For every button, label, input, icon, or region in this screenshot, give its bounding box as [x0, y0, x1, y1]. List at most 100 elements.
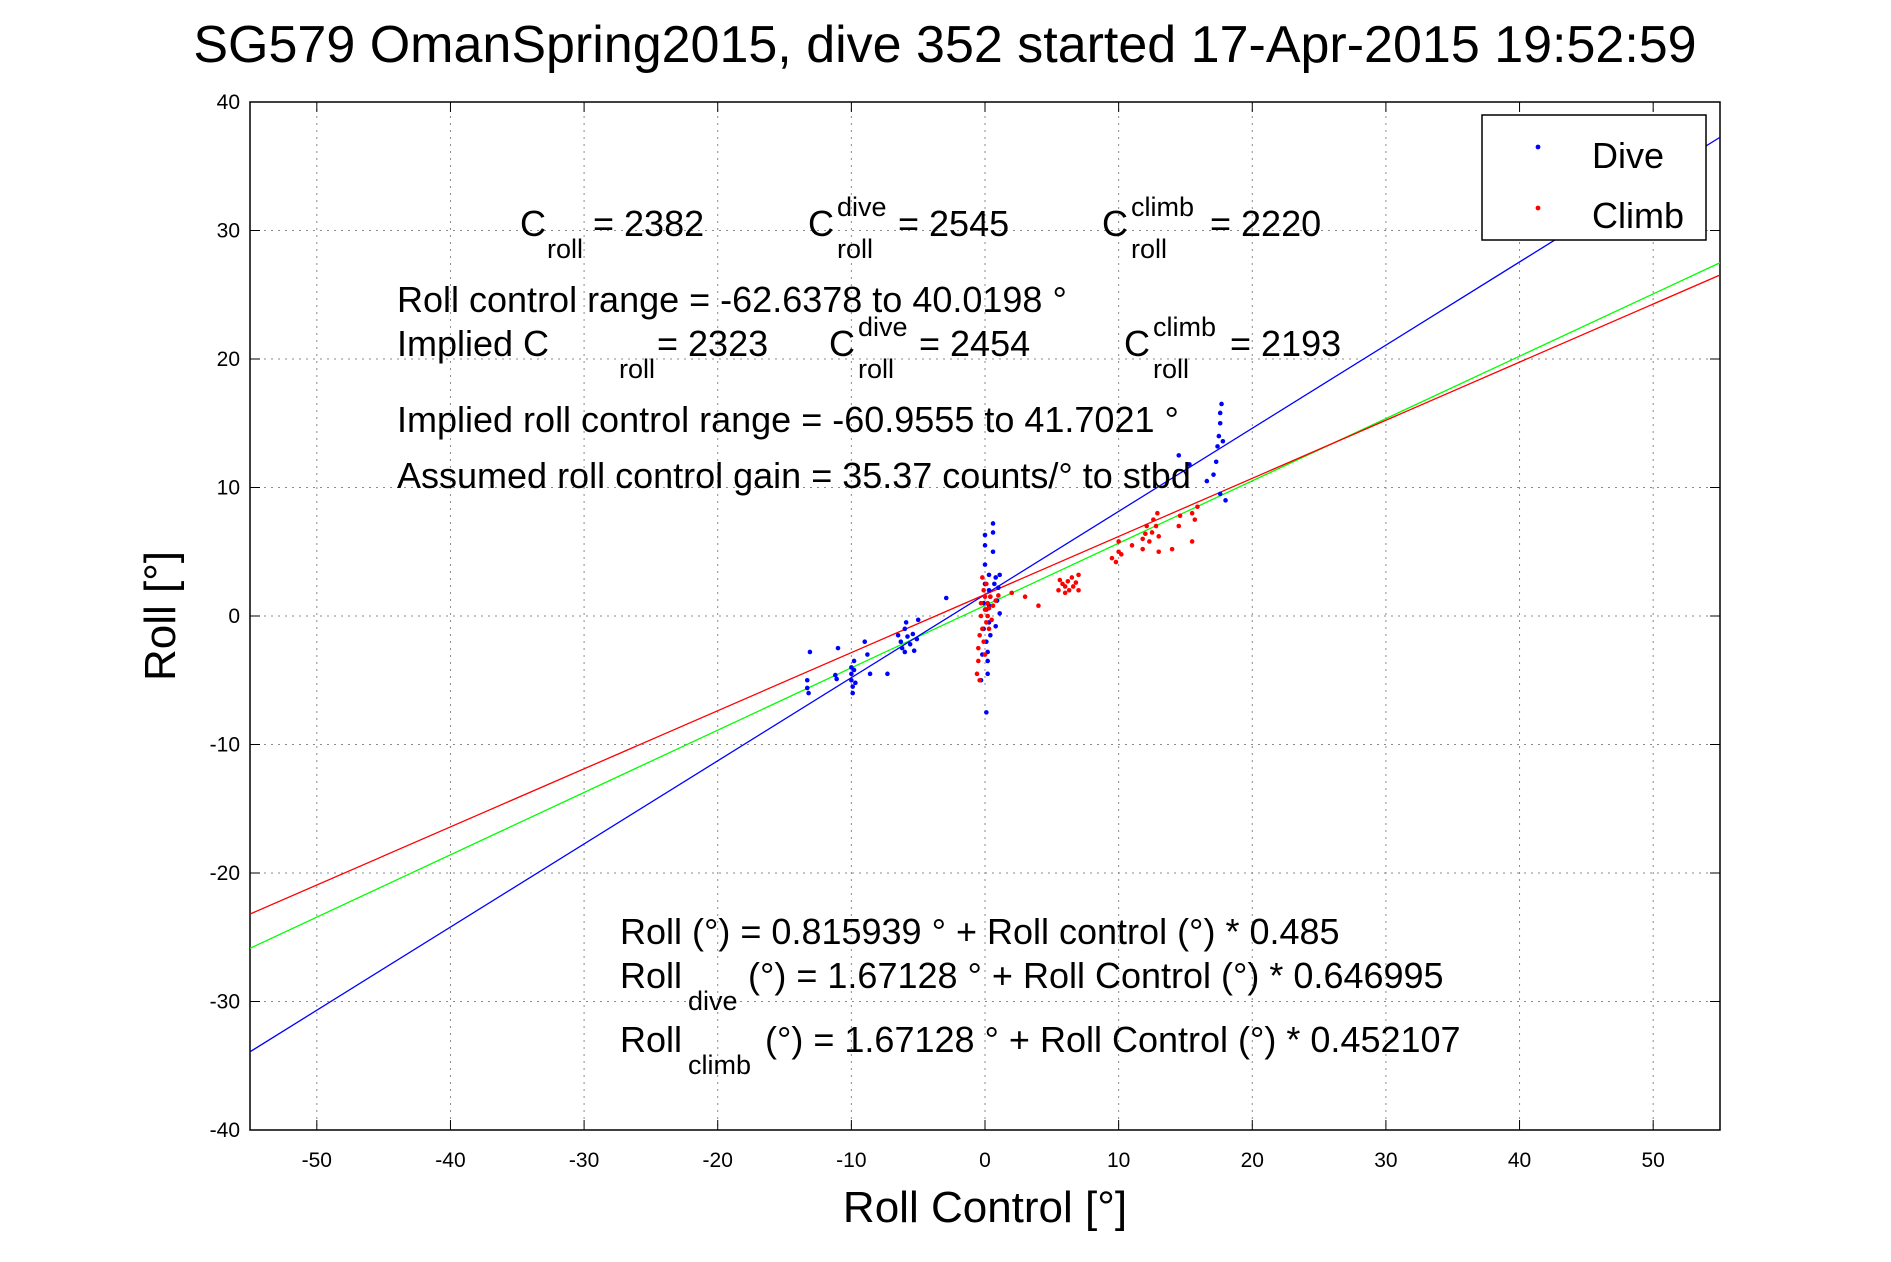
data-point-dive — [835, 645, 841, 651]
data-point-dive — [903, 620, 909, 625]
c-roll-sub: roll — [547, 234, 583, 264]
data-point-climb — [985, 613, 990, 619]
data-point-climb — [1153, 523, 1159, 529]
fit-equation-dive: Roll dive (°) = 1.67128 ° + Roll Control… — [620, 955, 1444, 1016]
data-point-climb — [1116, 539, 1121, 544]
data-point-climb — [1057, 577, 1063, 583]
data-point-dive — [1187, 462, 1192, 467]
legend-dive-marker — [1535, 144, 1541, 150]
data-point-climb — [1113, 559, 1119, 565]
c-roll-dive-base: C — [808, 203, 834, 244]
data-point-climb — [1129, 543, 1135, 548]
implied-value: = 2323 — [657, 323, 768, 364]
data-point-climb — [986, 626, 992, 632]
data-point-dive — [1217, 491, 1223, 497]
data-point-climb — [988, 594, 993, 600]
data-point-climb — [1076, 572, 1081, 578]
y-tick-label: -30 — [210, 991, 240, 1014]
data-point-climb — [980, 575, 985, 580]
data-point-climb — [996, 593, 1001, 598]
data-point-dive — [849, 671, 854, 677]
assumed-gain: Assumed roll control gain = 35.37 counts… — [397, 455, 1191, 496]
data-point-dive — [902, 649, 908, 655]
data-point-dive — [851, 667, 857, 673]
data-point-climb — [1143, 531, 1148, 537]
data-point-dive — [986, 572, 992, 578]
x-tick-label: -10 — [836, 1149, 866, 1172]
data-point-dive — [1213, 459, 1219, 465]
c-roll-climb-sub: roll — [1131, 234, 1167, 264]
data-point-dive — [914, 636, 920, 642]
y-tick-label: 30 — [217, 220, 240, 243]
data-point-dive — [850, 690, 855, 696]
data-point-dive — [993, 623, 998, 629]
data-point-climb — [978, 613, 984, 619]
c-roll-climb-value: = 2220 — [1210, 203, 1321, 244]
data-point-climb — [1119, 552, 1124, 557]
data-point-dive — [997, 572, 1002, 578]
c-roll-dive-sup: dive — [837, 192, 887, 222]
data-point-climb — [1155, 510, 1160, 516]
data-point-dive — [990, 530, 996, 535]
data-point-dive — [807, 649, 813, 655]
data-points — [804, 401, 1228, 715]
x-tick-label: 10 — [1107, 1149, 1130, 1172]
data-point-dive — [898, 639, 904, 644]
x-tick-label: -20 — [703, 1149, 733, 1172]
data-point-climb — [1189, 539, 1195, 544]
data-point-climb — [984, 620, 989, 625]
data-point-climb — [1022, 594, 1028, 600]
data-point-climb — [976, 645, 981, 651]
fit-dive-prefix: Roll — [620, 955, 682, 996]
data-point-climb — [1192, 517, 1198, 522]
data-point-dive — [905, 634, 910, 639]
fit-dive-rest: (°) = 1.67128 ° + Roll Control (°) * 0.6… — [748, 955, 1444, 996]
data-point-climb — [1189, 510, 1195, 516]
data-point-dive — [851, 658, 857, 664]
y-tick-label: -10 — [210, 734, 240, 757]
data-point-dive — [1215, 444, 1220, 449]
data-point-dive — [990, 549, 996, 555]
implied-dive-value: = 2454 — [919, 323, 1030, 364]
implied-range: Implied roll control range = -60.9555 to… — [397, 399, 1179, 440]
legend: Dive Climb — [1481, 114, 1707, 241]
y-tick-label: -40 — [210, 1119, 240, 1142]
data-point-climb — [977, 632, 982, 638]
x-axis-label: Roll Control [°] — [843, 1183, 1127, 1232]
data-point-climb — [982, 607, 988, 612]
c-roll-dive-annotation: C dive roll = 2545 — [808, 192, 1009, 264]
implied-dive-sup: dive — [858, 312, 908, 342]
implied-c-roll-climb-annotation: C climb roll = 2193 — [1124, 312, 1341, 384]
data-point-climb — [1149, 530, 1155, 535]
data-point-dive — [833, 672, 838, 678]
c-roll-value: = 2382 — [593, 203, 704, 244]
fit-dive-sub: dive — [688, 986, 738, 1016]
data-point-climb — [1036, 603, 1041, 609]
data-point-dive — [1223, 498, 1228, 503]
data-point-dive — [1211, 472, 1216, 477]
data-point-climb — [1062, 584, 1068, 589]
y-tick-label: 20 — [217, 348, 240, 371]
fit-climb-sub: climb — [688, 1050, 751, 1080]
y-tick-label: 10 — [217, 477, 240, 500]
data-point-climb — [1069, 575, 1075, 580]
legend-climb-marker — [1535, 205, 1541, 211]
data-point-climb — [1009, 590, 1015, 596]
x-tick-label: -40 — [435, 1149, 465, 1172]
x-tick-label: -50 — [302, 1149, 332, 1172]
data-point-dive — [911, 648, 917, 653]
implied-c-roll-dive-annotation: C dive roll = 2454 — [829, 312, 1030, 384]
implied-c-roll-annotation: Implied C roll = 2323 — [397, 323, 768, 384]
c-roll-annotation: C roll = 2382 — [520, 203, 704, 264]
data-point-dive — [982, 532, 988, 538]
data-point-climb — [1076, 588, 1081, 593]
data-point-dive — [1216, 433, 1222, 439]
data-point-dive — [1220, 438, 1226, 444]
x-tick-label: 30 — [1374, 1149, 1397, 1172]
data-point-climb — [1062, 590, 1068, 596]
data-point-dive — [985, 658, 990, 664]
fit-climb-rest: (°) = 1.67128 ° + Roll Control (°) * 0.4… — [765, 1019, 1461, 1060]
data-point-climb — [993, 598, 998, 603]
y-tick-label: 0 — [228, 605, 240, 628]
data-point-climb — [986, 605, 992, 611]
